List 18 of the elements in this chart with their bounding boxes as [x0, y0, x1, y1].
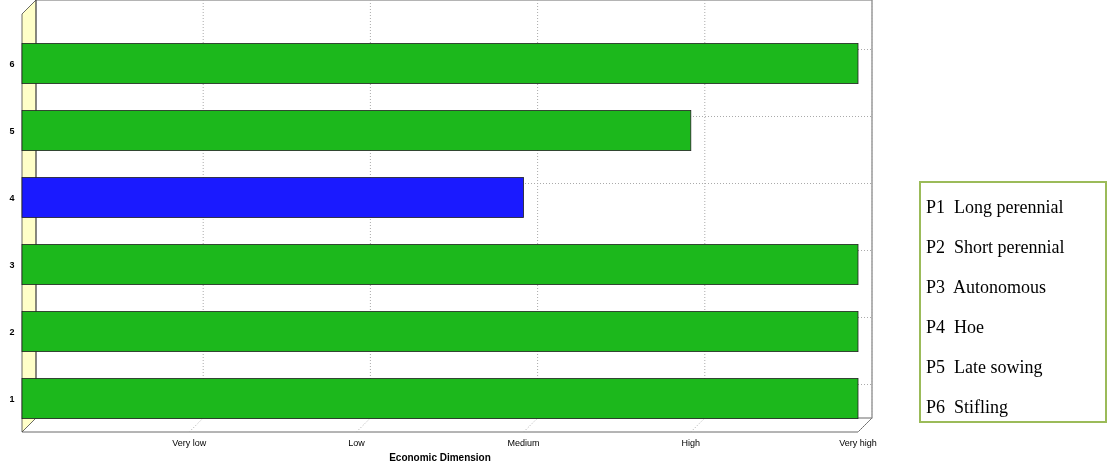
- text: P6 Stifling: [926, 397, 1009, 417]
- y-tick-label: 3: [9, 259, 15, 270]
- text: Low: [348, 438, 366, 448]
- text: P1 Long perennial: [926, 197, 1064, 217]
- text: Very high: [839, 438, 877, 448]
- x-axis-title: Economic Dimension: [389, 452, 491, 463]
- y-tick-label: 2: [9, 326, 15, 337]
- text: Medium: [507, 438, 540, 448]
- text: P2 Short perennial: [926, 237, 1065, 257]
- text: P4 Hoe: [926, 317, 985, 337]
- text: High: [681, 438, 701, 448]
- text: P5 Late sowing: [926, 357, 1043, 377]
- y-tick-label: 5: [9, 125, 15, 136]
- y-tick-label: 4: [9, 192, 15, 203]
- y-tick-label: 6: [9, 58, 15, 69]
- y-tick-label: 1: [9, 393, 15, 404]
- text: Very low: [172, 438, 207, 448]
- text: P3 Autonomous: [926, 277, 1047, 297]
